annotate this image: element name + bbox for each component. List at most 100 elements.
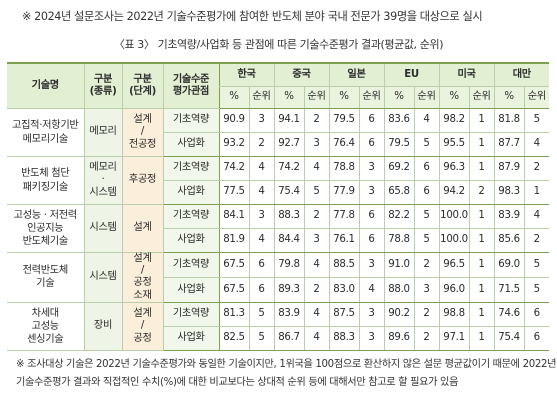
rank-cell: 5 — [523, 252, 550, 278]
rank-cell: 6 — [248, 252, 274, 278]
percent-cell: 74.6 — [493, 302, 525, 327]
tech-name-cell-line: 차세대 — [31, 307, 60, 319]
percent-cell: 88.3 — [273, 204, 304, 229]
table-row: 반도체 첨단 패키징기술 메모리 · 시스템 후공정 기초역량 74.2 4 74.2 4 78.8 3… — [7, 156, 550, 205]
header-country: 대만 — [493, 62, 550, 87]
percent-cell: 77.8 — [328, 204, 359, 229]
category-type-cell-line: 시스템 — [89, 222, 117, 234]
tech-name-cell-line: 센싱기술 — [27, 334, 64, 346]
rank-cell: 5 — [248, 326, 274, 351]
header-percent: % — [328, 86, 359, 109]
rank-cell: 1 — [468, 108, 495, 133]
percent-cell: 78.8 — [383, 228, 414, 253]
tech-name-cell-line: 기술 — [36, 278, 55, 290]
percent-cell: 96.3 — [438, 156, 470, 181]
category-type-cell-line: 시스템 — [89, 186, 117, 198]
percent-cell: 85.6 — [493, 228, 525, 253]
table-row: 전력반도체 기술 시스템 설계 / 공정 소재 기초역량 67.5 6 79.8 4 88.5 3 91.0… — [7, 252, 550, 303]
category-stage-cell-line: 공정 — [133, 332, 152, 344]
tech-name-cell-line: 고성능 · 저전력 — [13, 209, 78, 221]
percent-cell: 89.3 — [273, 277, 304, 303]
rank-cell: 6 — [523, 302, 550, 327]
table-row: 사업화 77.5 4 75.4 5 77.9 3 65.8 6 94.2 2 98.3 1 — [7, 180, 550, 205]
header-rank: 순위 — [303, 86, 329, 109]
rank-cell: 2 — [413, 326, 440, 351]
category-stage-cell: 설계 / 공정 소재 — [121, 252, 163, 303]
rank-cell: 3 — [413, 277, 440, 303]
header-country: EU — [383, 62, 440, 87]
header-category-stage: 구분 (단계) — [121, 62, 163, 109]
percent-cell: 69.2 — [383, 156, 414, 181]
tech-name-cell-line: 반도체기술 — [22, 236, 69, 248]
rank-cell: 5 — [413, 204, 440, 229]
percent-cell: 74.2 — [273, 156, 304, 181]
percent-cell: 79.5 — [328, 108, 359, 133]
rank-cell: 2 — [303, 277, 329, 303]
rank-cell: 6 — [358, 228, 384, 253]
category-stage-cell-line: / — [140, 265, 145, 277]
percent-cell: 88.0 — [383, 277, 414, 303]
rank-cell: 4 — [523, 132, 550, 157]
percent-cell: 69.0 — [493, 252, 525, 278]
rank-cell: 5 — [303, 180, 329, 205]
rank-cell: 5 — [413, 132, 440, 157]
rank-cell: 4 — [303, 252, 329, 278]
category-type-cell-line: 장비 — [93, 320, 113, 332]
survey-note: ※ 2024년 설문조사는 2022년 기술수준평가에 참여한 반도체 분야 국… — [22, 10, 483, 23]
table-body: 고집적·저항기반 메모리기술 메모리 설계 / 전공정 기초역량 90.9 3 94.1 2 79.5… — [7, 108, 550, 351]
table-row: 사업화 93.2 2 92.7 3 76.4 6 79.5 5 95.5 1 87.7 4 — [7, 132, 550, 157]
rank-cell: 4 — [523, 204, 550, 229]
category-stage-cell-line: 설계 — [133, 114, 152, 126]
rank-cell: 3 — [303, 132, 329, 157]
category-stage-cell: 설계 / 전공정 — [121, 108, 163, 157]
rank-cell: 6 — [523, 326, 550, 351]
percent-cell: 91.0 — [383, 252, 414, 278]
header-country: 미국 — [438, 62, 495, 87]
rank-cell: 2 — [303, 108, 329, 133]
percent-cell: 83.9 — [493, 204, 525, 229]
category-type-cell-line: 메모리 — [89, 126, 117, 138]
category-stage-cell-line: / — [140, 320, 145, 332]
rank-cell: 6 — [413, 156, 440, 181]
header-percent: % — [493, 86, 525, 109]
percent-cell: 87.7 — [493, 132, 525, 157]
percent-cell: 84.1 — [218, 204, 249, 229]
percent-cell: 98.2 — [438, 108, 470, 133]
rank-cell: 4 — [248, 180, 274, 205]
percent-cell: 77.5 — [218, 180, 249, 205]
table-row: 고집적·저항기반 메모리기술 메모리 설계 / 전공정 기초역량 90.9 3 94.1 2 79.5… — [7, 108, 550, 157]
tech-name-cell: 고성능 · 저전력 인공지능 반도체기술 — [7, 204, 84, 253]
header-rank: 순위 — [413, 86, 440, 109]
rank-cell: 3 — [358, 252, 384, 278]
percent-cell: 83.6 — [383, 108, 414, 133]
header-percent: % — [218, 86, 249, 109]
category-type-cell: 메모리 · 시스템 — [83, 156, 122, 205]
rank-cell: 3 — [358, 180, 384, 205]
category-stage-cell-line: 설계 — [133, 308, 152, 320]
category-type-cell-line: · — [101, 174, 105, 186]
rank-cell: 1 — [468, 326, 495, 351]
rank-cell: 2 — [468, 180, 495, 205]
header-country: 중국 — [273, 62, 329, 87]
header-category-type: 구분 (종류) — [83, 62, 122, 109]
percent-cell: 94.2 — [438, 180, 470, 205]
rank-cell: 3 — [248, 204, 274, 229]
rank-cell: 3 — [248, 108, 274, 133]
tech-name-cell-line: 반도체 첨단 — [21, 168, 70, 180]
category-type-cell: 시스템 — [83, 252, 122, 303]
header-rank: 순위 — [248, 86, 274, 109]
header-eval-perspective: 기술수준 평가관점 — [162, 62, 219, 109]
tech-name-cell-line: 메모리기술 — [22, 133, 69, 145]
tech-name-cell-line: 고성능 — [31, 320, 60, 332]
eval-perspective-cell: 사업화 — [162, 326, 219, 351]
percent-cell: 93.2 — [218, 132, 249, 157]
rank-cell: 4 — [303, 156, 329, 181]
table-row: 사업화 67.5 6 89.3 2 83.0 4 88.0 3 96.0 1 71.5 5 — [7, 277, 550, 303]
percent-cell: 77.9 — [328, 180, 359, 205]
percent-cell: 88.3 — [328, 326, 359, 351]
eval-perspective-cell: 사업화 — [162, 277, 219, 303]
percent-cell: 79.5 — [383, 132, 414, 157]
category-stage-cell-line: / — [140, 126, 145, 138]
rank-cell: 5 — [413, 228, 440, 253]
